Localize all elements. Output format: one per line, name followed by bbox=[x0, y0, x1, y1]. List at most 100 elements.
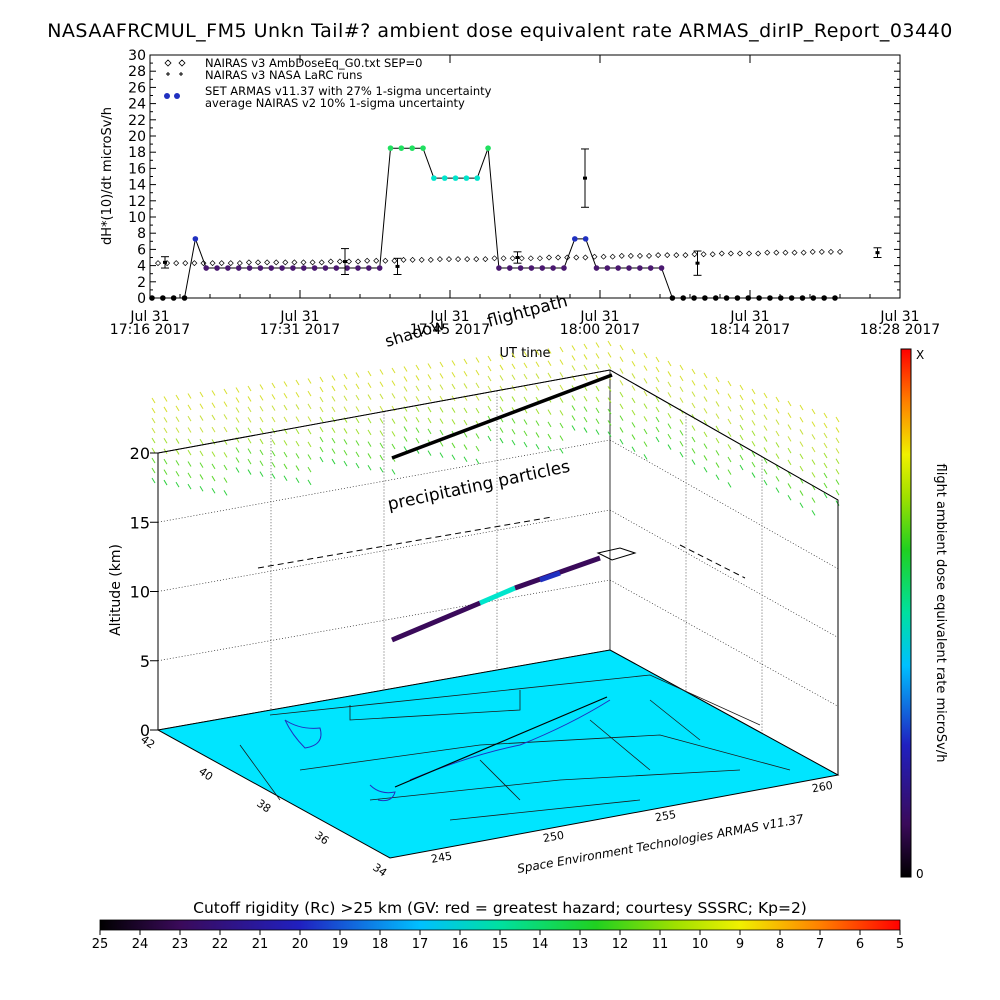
particle-mark bbox=[787, 459, 792, 466]
particle-mark bbox=[763, 458, 768, 464]
particle-mark bbox=[727, 406, 732, 412]
particle-mark bbox=[187, 449, 192, 456]
particle-mark bbox=[667, 392, 672, 398]
nairas-g0-point bbox=[818, 248, 825, 255]
cutoff-tick-label: 9 bbox=[736, 937, 744, 952]
particle-mark bbox=[211, 439, 216, 445]
particle-mark bbox=[199, 415, 204, 421]
altitude-tick-label: 0 bbox=[140, 721, 150, 740]
particle-mark bbox=[571, 375, 576, 381]
x-tick-label-time: 18:14 2017 bbox=[710, 322, 790, 338]
particle-mark bbox=[151, 477, 156, 484]
particle-mark bbox=[727, 393, 732, 399]
particle-mark bbox=[583, 427, 588, 433]
particle-mark bbox=[199, 474, 204, 480]
particle-mark bbox=[511, 428, 516, 435]
particle-mark bbox=[403, 376, 408, 382]
legend: NAIRAS v3 AmbDoseEq_G0.txt SEP=0 NAIRAS … bbox=[164, 56, 492, 110]
particle-mark bbox=[595, 364, 600, 370]
x-tick-label-date: Jul 31 bbox=[129, 309, 169, 325]
particle-mark bbox=[691, 391, 696, 397]
cutoff-tick-label: 20 bbox=[292, 937, 309, 952]
particle-mark bbox=[451, 442, 456, 449]
particle-mark bbox=[175, 427, 180, 433]
particle-mark bbox=[571, 365, 576, 371]
particle-mark bbox=[811, 472, 816, 478]
particle-mark bbox=[415, 416, 420, 423]
x-tick-label-time: 17:31 2017 bbox=[260, 322, 340, 338]
nairas-g0-point bbox=[609, 253, 616, 260]
particle-mark bbox=[655, 366, 660, 373]
particle-mark bbox=[655, 436, 660, 443]
particle-mark bbox=[247, 406, 252, 413]
particle-mark bbox=[631, 348, 636, 355]
particle-mark bbox=[367, 417, 372, 424]
particle-mark bbox=[367, 441, 372, 447]
armas-point bbox=[712, 295, 719, 301]
armas-point bbox=[734, 295, 741, 301]
particle-mark bbox=[223, 388, 228, 395]
x-tick-label-date: Jul 31 bbox=[729, 309, 769, 325]
particle-mark bbox=[307, 454, 312, 460]
particle-mark bbox=[307, 479, 312, 486]
particle-mark bbox=[307, 466, 312, 473]
particle-mark bbox=[271, 405, 276, 411]
particle-mark bbox=[439, 418, 444, 424]
cutoff-tick-label: 13 bbox=[572, 937, 589, 952]
nairas-g0-point bbox=[200, 260, 207, 267]
particle-mark bbox=[631, 434, 636, 440]
particle-mark bbox=[415, 427, 420, 433]
particle-mark bbox=[151, 457, 156, 464]
particle-mark bbox=[655, 426, 660, 433]
particle-mark bbox=[691, 425, 696, 431]
particle-mark bbox=[547, 360, 552, 366]
armas-point bbox=[517, 265, 524, 271]
particle-mark bbox=[355, 372, 360, 378]
armas-point bbox=[810, 295, 817, 301]
armas-point bbox=[582, 236, 589, 242]
particle-mark bbox=[307, 428, 312, 435]
y-tick-label: 16 bbox=[128, 161, 146, 177]
particle-mark bbox=[547, 433, 552, 440]
particle-mark bbox=[559, 346, 564, 353]
particle-mark bbox=[739, 424, 744, 431]
particle-mark bbox=[211, 426, 216, 433]
cutoff-tick-label: 6 bbox=[856, 937, 864, 952]
particle-mark bbox=[319, 426, 324, 433]
particle-mark bbox=[523, 396, 528, 403]
armas-point bbox=[615, 265, 621, 271]
armas-point bbox=[593, 265, 600, 271]
particle-mark bbox=[331, 427, 336, 433]
particle-mark bbox=[439, 441, 444, 447]
y-tick-label: 10 bbox=[128, 210, 146, 226]
particle-mark bbox=[619, 368, 624, 374]
nairas-v2-errorbars bbox=[161, 148, 882, 276]
armas-point bbox=[225, 265, 231, 271]
cutoff-tick-label: 14 bbox=[532, 937, 549, 952]
particle-mark bbox=[823, 472, 828, 479]
particle-mark bbox=[763, 425, 768, 431]
x-tick-label-time: 17:16 2017 bbox=[110, 322, 190, 338]
particle-mark bbox=[415, 396, 420, 402]
cutoff-tick-label: 24 bbox=[132, 937, 149, 952]
particle-mark bbox=[271, 428, 276, 434]
latitude-tick-label: 36 bbox=[312, 829, 331, 848]
particle-mark bbox=[415, 437, 420, 444]
particle-mark bbox=[487, 435, 492, 442]
particle-mark bbox=[199, 391, 204, 398]
particle-mark bbox=[163, 417, 168, 423]
particle-mark bbox=[223, 452, 228, 458]
particle-mark bbox=[751, 409, 756, 416]
particle-mark bbox=[715, 462, 720, 468]
particle-mark bbox=[307, 390, 312, 397]
particle-mark bbox=[403, 426, 408, 432]
particle-mark bbox=[655, 376, 660, 383]
cutoff-tick-label: 25 bbox=[92, 937, 109, 952]
particle-mark bbox=[475, 433, 480, 439]
particle-mark bbox=[631, 422, 636, 428]
map-coastline bbox=[284, 699, 611, 802]
nairas-g0-point bbox=[582, 254, 589, 261]
nairas-g0-point bbox=[700, 251, 707, 258]
particle-mark bbox=[379, 381, 384, 387]
